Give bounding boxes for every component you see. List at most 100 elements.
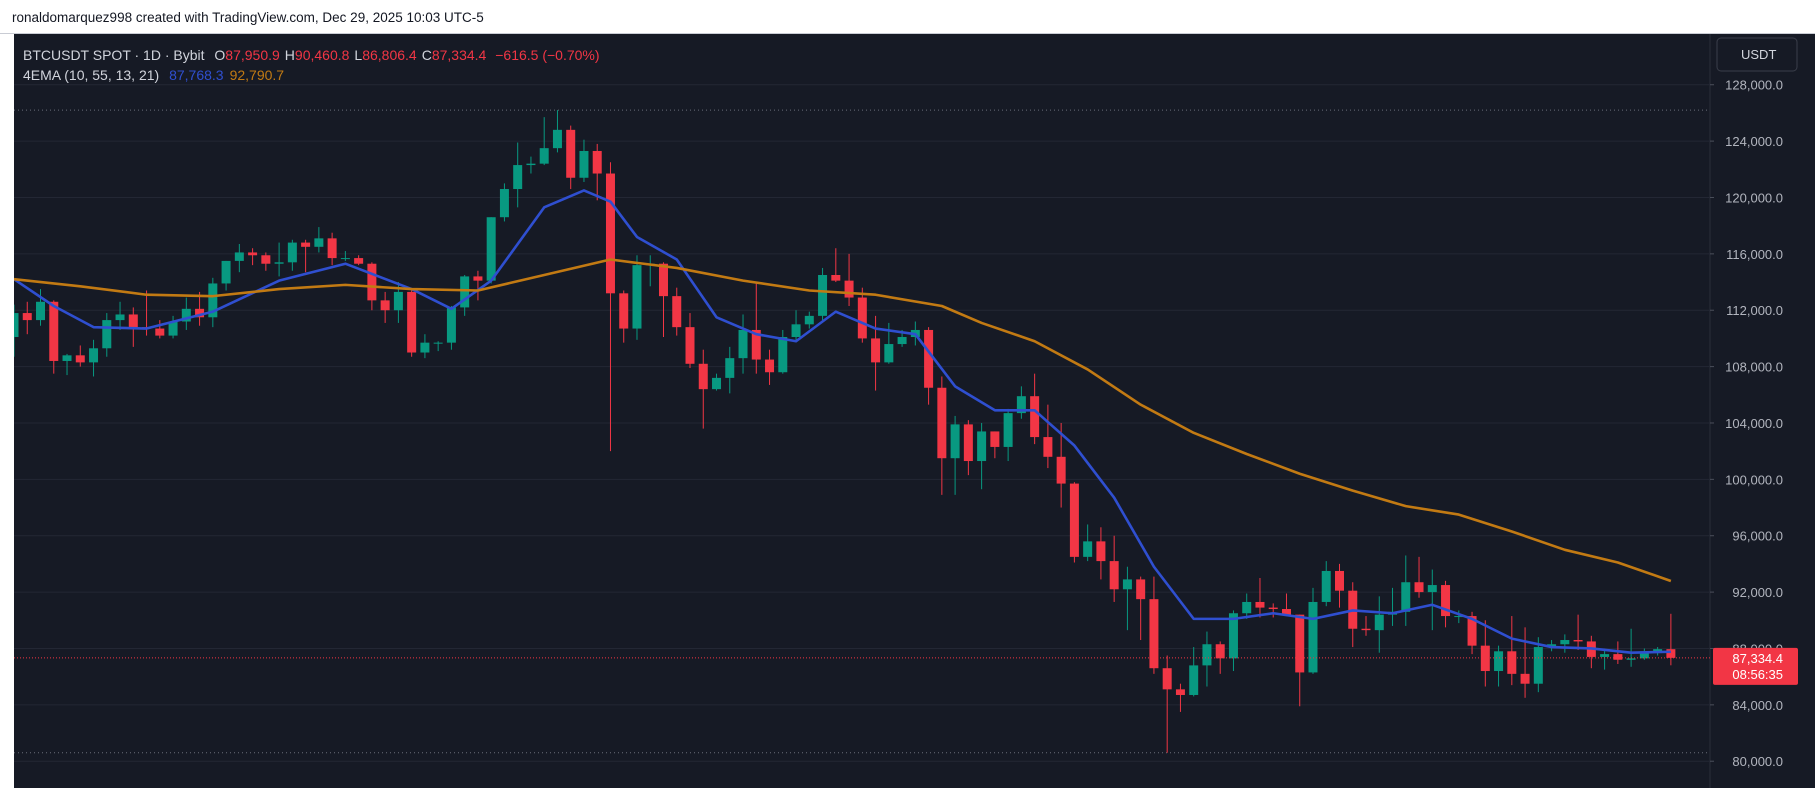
candle-body <box>208 283 218 318</box>
indicator-values: 87,768.3 92,790.7 <box>163 67 284 83</box>
candle-body <box>552 129 562 149</box>
candle-body <box>1295 614 1305 673</box>
candle-body <box>990 431 1000 447</box>
ohlc: O87,950.9 H90,460.8 L86,806.4 C87,334.4 <box>214 47 491 63</box>
candle-body <box>712 377 722 390</box>
candle-body <box>791 324 801 338</box>
candle-body <box>1281 609 1291 615</box>
y-tick-label: 112,000.0 <box>1726 303 1783 318</box>
candle-body <box>1613 654 1623 660</box>
candle-body <box>393 291 403 311</box>
ohlc-value: 90,460.8 <box>294 47 350 63</box>
candle-body <box>1454 616 1464 618</box>
candle-body <box>1666 649 1676 658</box>
candle-body <box>526 163 536 166</box>
candle-body <box>155 328 165 336</box>
y-tick-label: 128,000.0 <box>1725 78 1783 93</box>
candle-body <box>1374 614 1384 631</box>
candle-body <box>486 217 496 281</box>
candle-body <box>433 342 443 344</box>
candle-body <box>605 173 615 294</box>
candle-body <box>248 252 258 256</box>
y-tick-label: 116,000.0 <box>1726 247 1783 262</box>
candle-body <box>1427 585 1437 593</box>
header-bar: ronaldomarquez998 created with TradingVi… <box>0 0 1815 34</box>
candle-body <box>221 260 231 284</box>
candle-body <box>195 308 205 318</box>
candle-body <box>115 314 125 321</box>
candle-body <box>804 315 814 325</box>
candle-body <box>1215 644 1225 659</box>
candle-body <box>513 165 523 190</box>
candle-body <box>22 313 32 321</box>
candle-body <box>1321 570 1331 602</box>
candle-body <box>698 363 708 390</box>
candle-body <box>1268 607 1278 610</box>
candle-body <box>884 344 894 363</box>
candle-body <box>1361 628 1371 631</box>
y-tick-label: 108,000.0 <box>1725 360 1783 375</box>
candle-body <box>685 327 695 364</box>
candle-body <box>274 262 284 264</box>
symbol: BTCUSDT SPOT · 1D · Bybit <box>23 47 205 63</box>
candle-body <box>1202 644 1212 666</box>
candle-body <box>751 329 761 360</box>
candle-body <box>181 308 191 322</box>
candle-body <box>1175 689 1185 695</box>
last-price-label: 87,334.4 <box>1732 651 1783 666</box>
candle-body <box>1547 644 1557 648</box>
ohlc-value: 87,334.4 <box>431 47 487 63</box>
candle-body <box>1441 585 1451 617</box>
y-tick-label: 96,000.0 <box>1732 529 1783 544</box>
candle-body <box>1639 651 1649 659</box>
ema-line <box>14 258 1672 583</box>
candle-body <box>579 150 589 178</box>
candle-body <box>539 148 549 164</box>
candle-body <box>1507 651 1517 674</box>
candle-body <box>1626 658 1636 660</box>
candle-body <box>1083 541 1093 557</box>
candle-body <box>340 258 350 260</box>
candle-body <box>1242 601 1252 614</box>
candle-body <box>1600 654 1610 657</box>
y-tick-label: 104,000.0 <box>1725 416 1783 431</box>
candle-body <box>1003 413 1013 447</box>
candle-body <box>592 150 602 174</box>
candle-body <box>49 301 59 361</box>
candle-body <box>977 431 987 462</box>
candle-body <box>857 297 867 339</box>
candle-body <box>261 255 271 264</box>
candle-body <box>89 348 99 363</box>
candle-body <box>1136 579 1146 600</box>
chart: USDT 80,000.084,000.088,000.092,000.096,… <box>0 34 1815 788</box>
legend: BTCUSDT SPOT · 1D · Bybit O87,950.9 H90,4… <box>23 45 605 85</box>
candle-body <box>725 358 735 378</box>
candle-body <box>1401 582 1411 612</box>
ohlc-letter: L <box>354 47 363 63</box>
candle-body <box>1122 579 1132 590</box>
y-tick-label: 100,000.0 <box>1725 472 1783 487</box>
ohlc-letter: O <box>214 47 226 63</box>
candle-body <box>619 293 629 329</box>
candle-body <box>102 320 112 349</box>
candle-body <box>632 265 642 329</box>
candle-body <box>924 329 934 388</box>
candle-body <box>844 280 854 298</box>
candle-body <box>301 242 311 247</box>
candle-body <box>1308 601 1318 673</box>
candle-body <box>1573 640 1583 642</box>
candle-body <box>1560 640 1570 645</box>
candle-body <box>871 338 881 363</box>
candle-body <box>1030 396 1040 438</box>
candle-body <box>1096 541 1106 562</box>
y-tick-label: 120,000.0 <box>1725 190 1783 205</box>
currency-box[interactable] <box>1716 37 1798 72</box>
candle-body <box>314 238 324 247</box>
candle-body <box>1255 601 1265 608</box>
y-tick-label: 124,000.0 <box>1725 134 1783 149</box>
candle-body <box>1533 647 1543 684</box>
candle-body <box>1414 582 1424 593</box>
candle-body <box>1335 570 1344 591</box>
ohlc-letter: H <box>284 47 295 63</box>
